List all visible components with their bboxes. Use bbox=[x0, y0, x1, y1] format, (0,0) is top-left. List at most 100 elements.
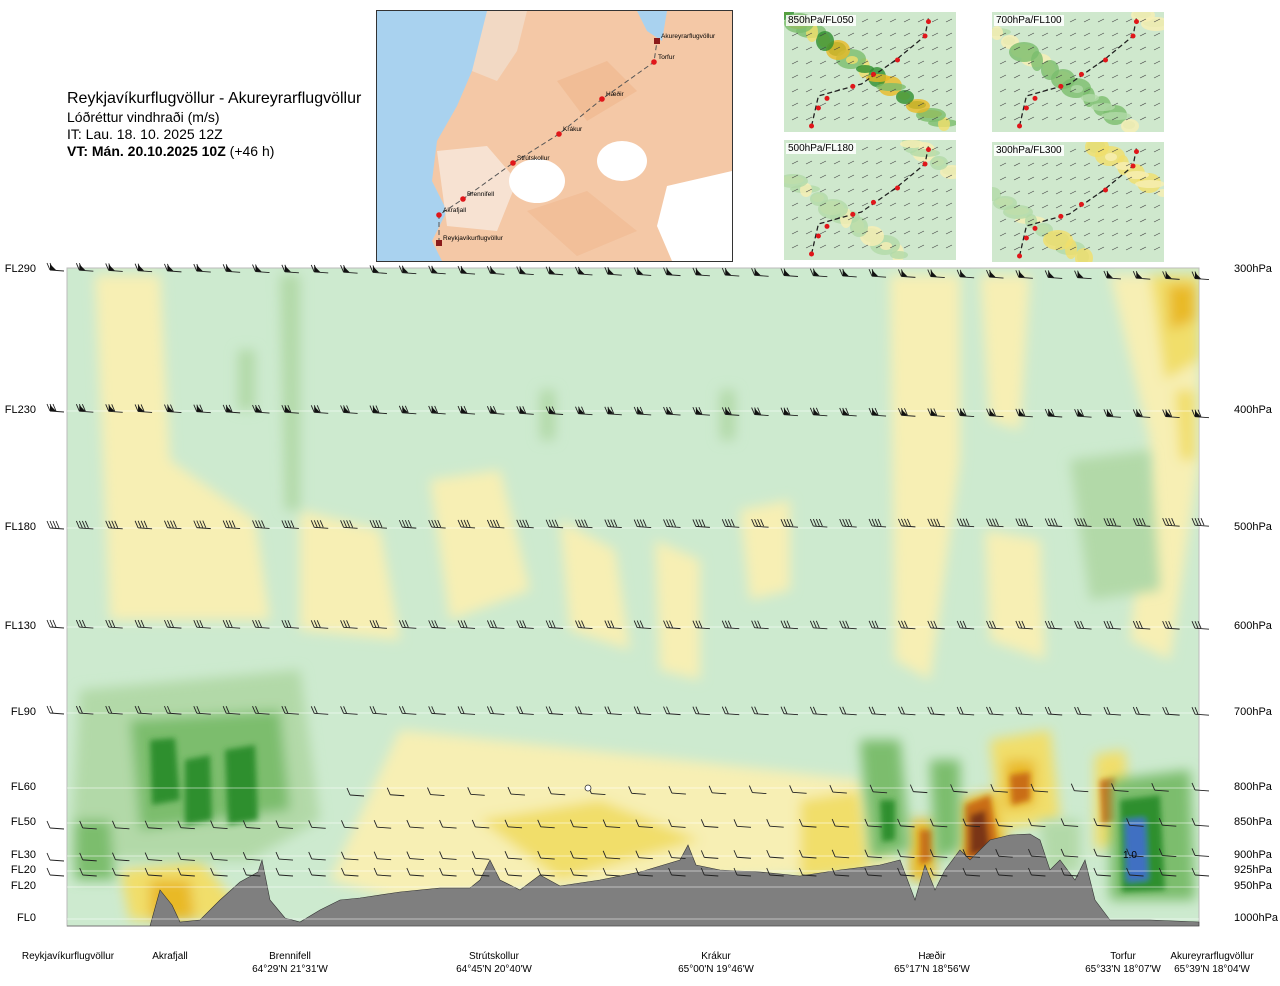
wind-arrow bbox=[819, 216, 827, 221]
wind-arrow bbox=[833, 102, 841, 107]
wind-barb bbox=[1191, 706, 1210, 716]
wind-arrow bbox=[903, 160, 911, 165]
wind-arrow bbox=[1111, 18, 1119, 23]
wind-arrow bbox=[819, 60, 827, 65]
wind-barb bbox=[633, 406, 652, 416]
wind-arrow bbox=[875, 102, 883, 107]
wind-barb bbox=[210, 867, 228, 877]
field-patch bbox=[818, 199, 848, 219]
waypoint-marker bbox=[1017, 123, 1023, 129]
wind-arrow bbox=[1125, 148, 1133, 153]
wind-barb bbox=[780, 620, 799, 630]
wind-barb bbox=[281, 620, 299, 629]
wind-arrow bbox=[1111, 218, 1119, 223]
wind-barb bbox=[1044, 620, 1063, 630]
wind-barb bbox=[633, 706, 652, 716]
wind-barb bbox=[839, 268, 857, 278]
wind-barb bbox=[1028, 818, 1046, 827]
wind-arrow bbox=[1041, 102, 1049, 107]
wind-arrow bbox=[1027, 162, 1035, 167]
wind-barb bbox=[570, 819, 588, 829]
flight-level-label: FL20 bbox=[10, 864, 36, 876]
wind-barb bbox=[692, 267, 710, 277]
wind-barb bbox=[428, 265, 446, 275]
wind-arrow bbox=[1139, 60, 1147, 65]
updraft-area bbox=[95, 275, 270, 620]
wind-arrow bbox=[875, 202, 883, 207]
wind-arrow bbox=[999, 232, 1007, 237]
wind-barb bbox=[428, 519, 446, 529]
wind-barb bbox=[1132, 270, 1151, 280]
wind-barb bbox=[668, 819, 686, 828]
field-patch bbox=[938, 117, 950, 131]
wind-barb bbox=[545, 406, 564, 415]
wind-arrow bbox=[917, 146, 925, 151]
pressure-level-label: 850hPa bbox=[1234, 816, 1272, 828]
waypoint-marker bbox=[809, 123, 815, 129]
wind-arrow bbox=[875, 230, 883, 235]
route-point-label: Akrafjall bbox=[443, 207, 467, 214]
wind-barb bbox=[1162, 518, 1180, 527]
wind-barb bbox=[79, 867, 97, 877]
wind-barb bbox=[457, 405, 476, 415]
wind-barb bbox=[721, 267, 740, 277]
location-name: Krákur bbox=[701, 951, 731, 962]
wind-barb bbox=[242, 867, 261, 877]
mini-map-label: 300hPa/FL300 bbox=[994, 145, 1064, 156]
wind-arrow bbox=[1111, 246, 1119, 251]
wind-arrow bbox=[805, 74, 813, 79]
wind-arrow bbox=[917, 74, 925, 79]
wind-arrow bbox=[861, 188, 869, 193]
wind-arrow bbox=[1013, 116, 1021, 121]
field-patch bbox=[1075, 248, 1093, 262]
flight-level-label: FL20 bbox=[10, 880, 36, 892]
wind-arrow bbox=[999, 88, 1007, 93]
wind-barb bbox=[134, 520, 153, 530]
mini-map-label: 500hPa/FL180 bbox=[786, 143, 856, 154]
wind-arrow bbox=[931, 244, 939, 249]
wind-barb bbox=[222, 619, 241, 629]
wind-arrow bbox=[1097, 246, 1105, 251]
wind-barb bbox=[1028, 848, 1046, 858]
wind-arrow bbox=[861, 18, 869, 23]
wind-arrow bbox=[875, 188, 883, 193]
wind-barb bbox=[471, 819, 490, 829]
wind-barb bbox=[428, 620, 446, 629]
wind-arrow bbox=[1111, 60, 1119, 65]
wind-arrow bbox=[861, 60, 869, 65]
field-patch bbox=[1043, 230, 1073, 250]
wind-barb bbox=[986, 706, 1004, 716]
wind-arrow bbox=[1111, 74, 1119, 79]
route-map-canvas: Reykjavíkurflugvöllur Akrafjall Brennifell… bbox=[377, 11, 732, 261]
wind-arrow bbox=[791, 74, 799, 79]
downdraft-area bbox=[930, 760, 960, 860]
wind-arrow bbox=[1069, 148, 1077, 153]
wind-arrow bbox=[1013, 46, 1021, 51]
wind-barb bbox=[545, 706, 564, 715]
wind-arrow bbox=[1125, 176, 1133, 181]
wind-barb bbox=[995, 867, 1013, 877]
wind-arrow bbox=[805, 160, 813, 165]
field-patch bbox=[1115, 162, 1133, 170]
wind-barb bbox=[75, 263, 94, 272]
wind-arrow bbox=[903, 74, 911, 79]
wind-barb bbox=[341, 851, 359, 861]
cross-section-svg: 1.0 bbox=[46, 262, 1210, 927]
pressure-level-label: 500hPa bbox=[1234, 521, 1272, 533]
wind-barb bbox=[986, 518, 1004, 528]
wind-barb bbox=[516, 519, 534, 529]
wind-barb bbox=[1103, 620, 1121, 630]
wind-arrow bbox=[819, 116, 827, 121]
location-name: Akrafjall bbox=[152, 951, 188, 962]
wind-arrow bbox=[1013, 162, 1021, 167]
wind-arrow bbox=[1083, 88, 1091, 93]
wind-barb bbox=[1158, 867, 1177, 877]
location-name: Akureyrarflugvöllur bbox=[1170, 951, 1254, 962]
wind-barb bbox=[929, 818, 948, 828]
wind-barb bbox=[398, 519, 417, 529]
wind-barb bbox=[252, 620, 270, 629]
wind-barb bbox=[575, 406, 593, 416]
wind-arrow bbox=[833, 230, 841, 235]
terrain bbox=[67, 833, 1200, 927]
wind-barb bbox=[831, 867, 850, 877]
